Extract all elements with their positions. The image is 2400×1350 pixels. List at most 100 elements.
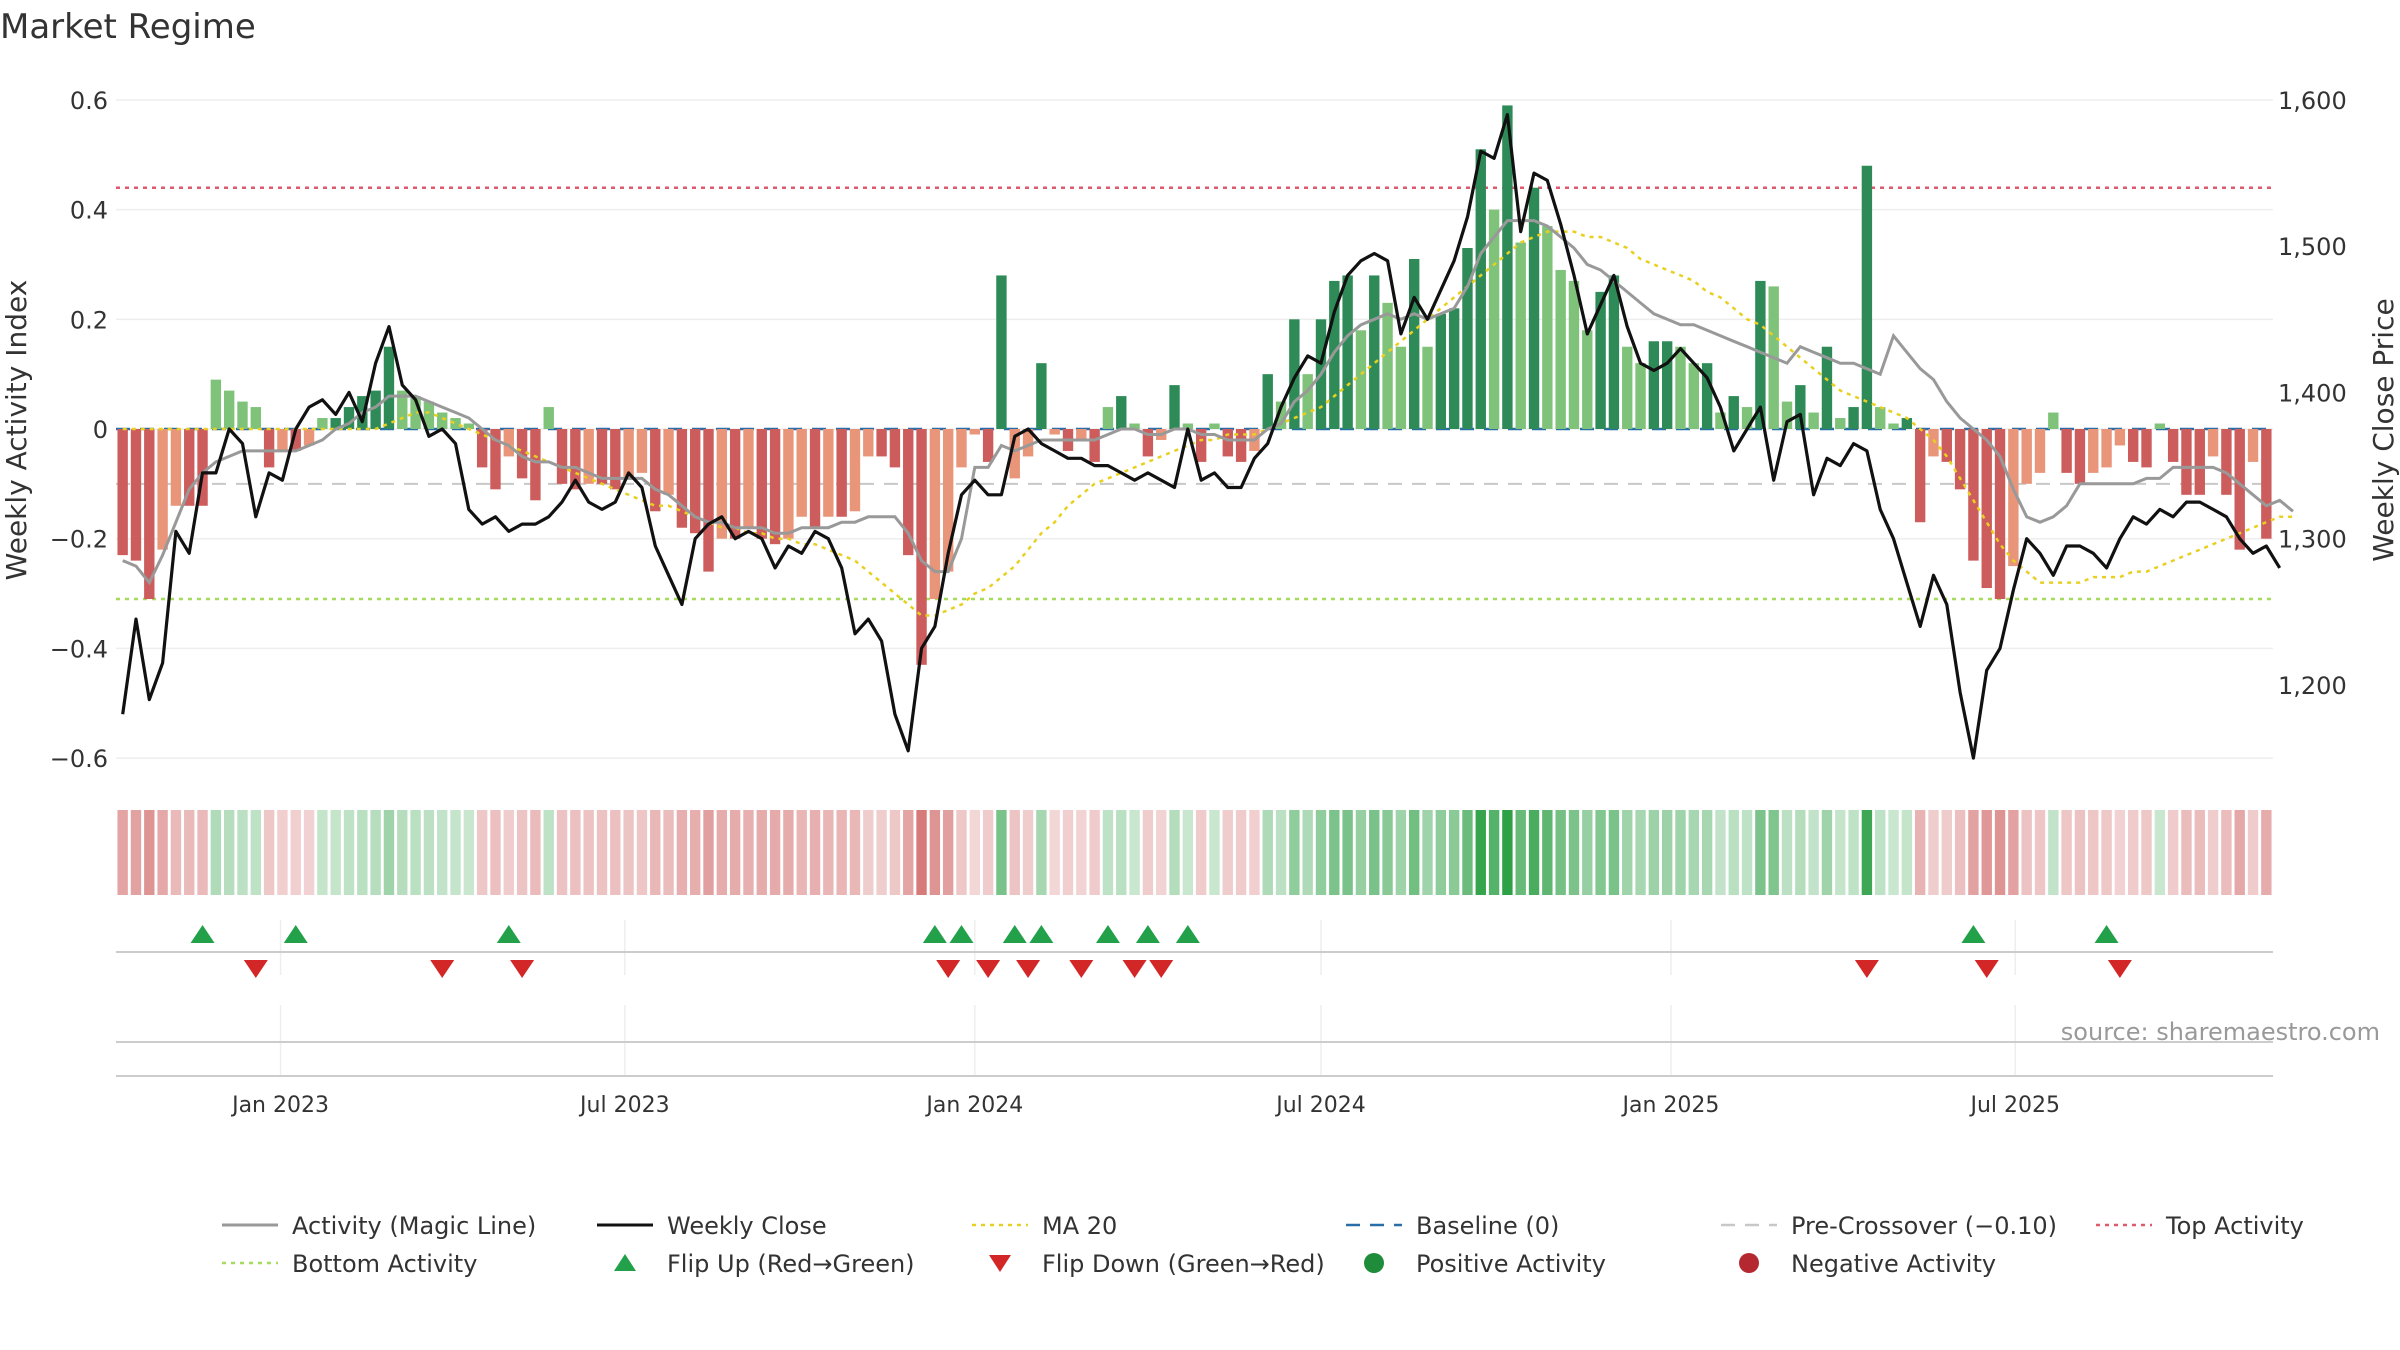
legend-item: MA 20 bbox=[972, 1212, 1117, 1240]
regime-cell bbox=[2247, 810, 2259, 895]
regime-cell bbox=[1622, 810, 1633, 895]
activity-bar bbox=[1808, 412, 1819, 429]
activity-bar bbox=[743, 429, 754, 528]
activity-bar bbox=[2167, 429, 2179, 462]
regime-cell bbox=[450, 810, 461, 895]
regime-cell bbox=[2114, 810, 2126, 895]
regime-cell bbox=[863, 810, 874, 895]
regime-cell bbox=[1502, 810, 1513, 895]
activity-bar bbox=[1635, 363, 1646, 429]
regime-cell bbox=[2074, 810, 2086, 895]
activity-bar bbox=[2114, 429, 2126, 446]
regime-cell bbox=[1275, 810, 1287, 895]
activity-bar bbox=[1821, 346, 1833, 429]
activity-bar bbox=[1875, 407, 1886, 429]
regime-cell bbox=[1076, 810, 1087, 895]
x-tick-label: Jan 2024 bbox=[924, 1093, 1023, 1118]
regime-cell bbox=[2261, 810, 2272, 895]
regime-cell bbox=[2008, 810, 2019, 895]
activity-bar bbox=[889, 429, 901, 468]
activity-bar bbox=[849, 429, 861, 512]
activity-bar bbox=[197, 429, 208, 506]
regime-cell bbox=[1954, 810, 1966, 895]
regime-cell bbox=[1355, 810, 1367, 895]
regime-cell bbox=[1515, 810, 1526, 895]
legend-item: Positive Activity bbox=[1364, 1250, 1606, 1278]
legend-label: Negative Activity bbox=[1791, 1250, 1996, 1278]
magic-line bbox=[122, 219, 2294, 586]
regime-cell bbox=[596, 810, 608, 895]
activity-bar bbox=[2088, 429, 2099, 473]
activity-bar bbox=[1342, 275, 1353, 429]
activity-bar bbox=[556, 429, 568, 484]
regime-cell bbox=[823, 810, 834, 895]
regime-cell bbox=[1914, 810, 1926, 895]
activity-bar bbox=[1728, 396, 1739, 429]
legend-item: Baseline (0) bbox=[1346, 1212, 1559, 1240]
regime-cell bbox=[1595, 810, 1606, 895]
regime-cell bbox=[996, 810, 1007, 895]
legend-label: MA 20 bbox=[1042, 1212, 1117, 1240]
activity-bar bbox=[490, 429, 501, 490]
regime-cell bbox=[170, 810, 182, 895]
regime-cell bbox=[2088, 810, 2099, 895]
activity-bar bbox=[1968, 429, 1979, 561]
regime-cell bbox=[1342, 810, 1353, 895]
activity-bar bbox=[2101, 429, 2112, 468]
regime-cell bbox=[1741, 810, 1753, 895]
activity-bar bbox=[1688, 363, 1699, 429]
regime-cell bbox=[490, 810, 501, 895]
regime-cell bbox=[1249, 810, 1260, 895]
activity-bar bbox=[796, 429, 807, 517]
regime-cell bbox=[1568, 810, 1580, 895]
legend-item: Flip Down (Green→Red) bbox=[989, 1250, 1325, 1278]
legend-label: Positive Activity bbox=[1416, 1250, 1606, 1278]
activity-bar bbox=[250, 407, 261, 429]
regime-cell bbox=[277, 810, 288, 895]
activity-bar bbox=[1369, 275, 1380, 429]
activity-bar bbox=[370, 390, 381, 429]
legend-label: Flip Down (Green→Red) bbox=[1042, 1250, 1325, 1278]
regime-strip bbox=[117, 810, 2272, 895]
y-axis-left-label: Weekly Activity Index bbox=[0, 280, 33, 581]
regime-cell bbox=[2181, 810, 2192, 895]
regime-cell bbox=[383, 810, 395, 895]
activity-bar bbox=[570, 429, 581, 490]
regime-cell bbox=[1156, 810, 1167, 895]
activity-bar bbox=[2194, 429, 2205, 495]
flip-down-marker bbox=[2107, 960, 2132, 978]
legend-swatch bbox=[1739, 1253, 1759, 1273]
flip-markers bbox=[190, 925, 2132, 978]
activity-bar bbox=[2181, 429, 2192, 495]
flip-up-marker bbox=[1095, 925, 1120, 943]
activity-bar bbox=[1502, 105, 1513, 429]
regime-cell bbox=[397, 810, 408, 895]
activity-bar bbox=[1675, 346, 1686, 429]
y-right-tick-label: 1,400 bbox=[2278, 379, 2347, 407]
regime-cell bbox=[410, 810, 421, 895]
flip-up-marker bbox=[1961, 925, 1986, 943]
regime-cell bbox=[570, 810, 581, 895]
regime-cell bbox=[1648, 810, 1660, 895]
legend-label: Activity (Magic Line) bbox=[292, 1212, 536, 1240]
activity-bar bbox=[1941, 429, 1952, 462]
regime-cell bbox=[769, 810, 781, 895]
activity-bar bbox=[969, 429, 980, 435]
regime-cell bbox=[330, 810, 341, 895]
regime-cell bbox=[1981, 810, 1992, 895]
activity-bar bbox=[1994, 429, 2006, 600]
activity-bar bbox=[783, 429, 794, 539]
regime-cell bbox=[876, 810, 887, 895]
regime-cell bbox=[1222, 810, 1233, 895]
regime-cell bbox=[357, 810, 368, 895]
activity-bar bbox=[117, 429, 128, 556]
activity-bar bbox=[1568, 280, 1580, 429]
activity-bar bbox=[516, 429, 528, 479]
regime-cell bbox=[2234, 810, 2245, 895]
regime-cell bbox=[942, 810, 954, 895]
activity-bar bbox=[383, 346, 395, 429]
regime-cell bbox=[2154, 810, 2166, 895]
activity-bar bbox=[1741, 407, 1753, 429]
activity-bar bbox=[823, 429, 834, 517]
y-right-tick-label: 1,200 bbox=[2278, 672, 2347, 700]
